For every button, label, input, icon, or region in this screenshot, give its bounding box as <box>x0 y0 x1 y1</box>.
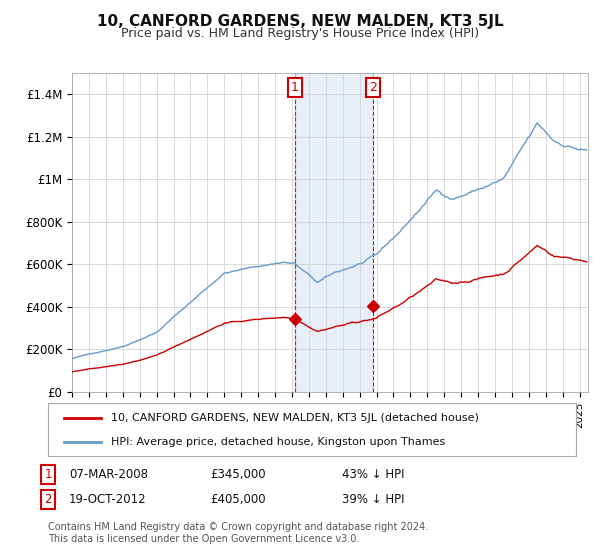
Bar <box>295 73 373 392</box>
Text: 1: 1 <box>44 468 52 480</box>
Text: 10, CANFORD GARDENS, NEW MALDEN, KT3 5JL: 10, CANFORD GARDENS, NEW MALDEN, KT3 5JL <box>97 14 503 29</box>
Text: 1: 1 <box>291 81 299 94</box>
Text: Price paid vs. HM Land Registry's House Price Index (HPI): Price paid vs. HM Land Registry's House … <box>121 27 479 40</box>
Text: £345,000: £345,000 <box>210 468 266 480</box>
Text: HPI: Average price, detached house, Kingston upon Thames: HPI: Average price, detached house, King… <box>112 436 446 446</box>
Text: 07-MAR-2008: 07-MAR-2008 <box>69 468 148 480</box>
Text: £405,000: £405,000 <box>210 493 266 506</box>
Text: 10, CANFORD GARDENS, NEW MALDEN, KT3 5JL (detached house): 10, CANFORD GARDENS, NEW MALDEN, KT3 5JL… <box>112 413 479 423</box>
Text: 19-OCT-2012: 19-OCT-2012 <box>69 493 146 506</box>
Text: 2: 2 <box>369 81 377 94</box>
Text: Contains HM Land Registry data © Crown copyright and database right 2024.
This d: Contains HM Land Registry data © Crown c… <box>48 522 428 544</box>
Text: 2: 2 <box>44 493 52 506</box>
Text: 39% ↓ HPI: 39% ↓ HPI <box>342 493 404 506</box>
Text: 43% ↓ HPI: 43% ↓ HPI <box>342 468 404 480</box>
